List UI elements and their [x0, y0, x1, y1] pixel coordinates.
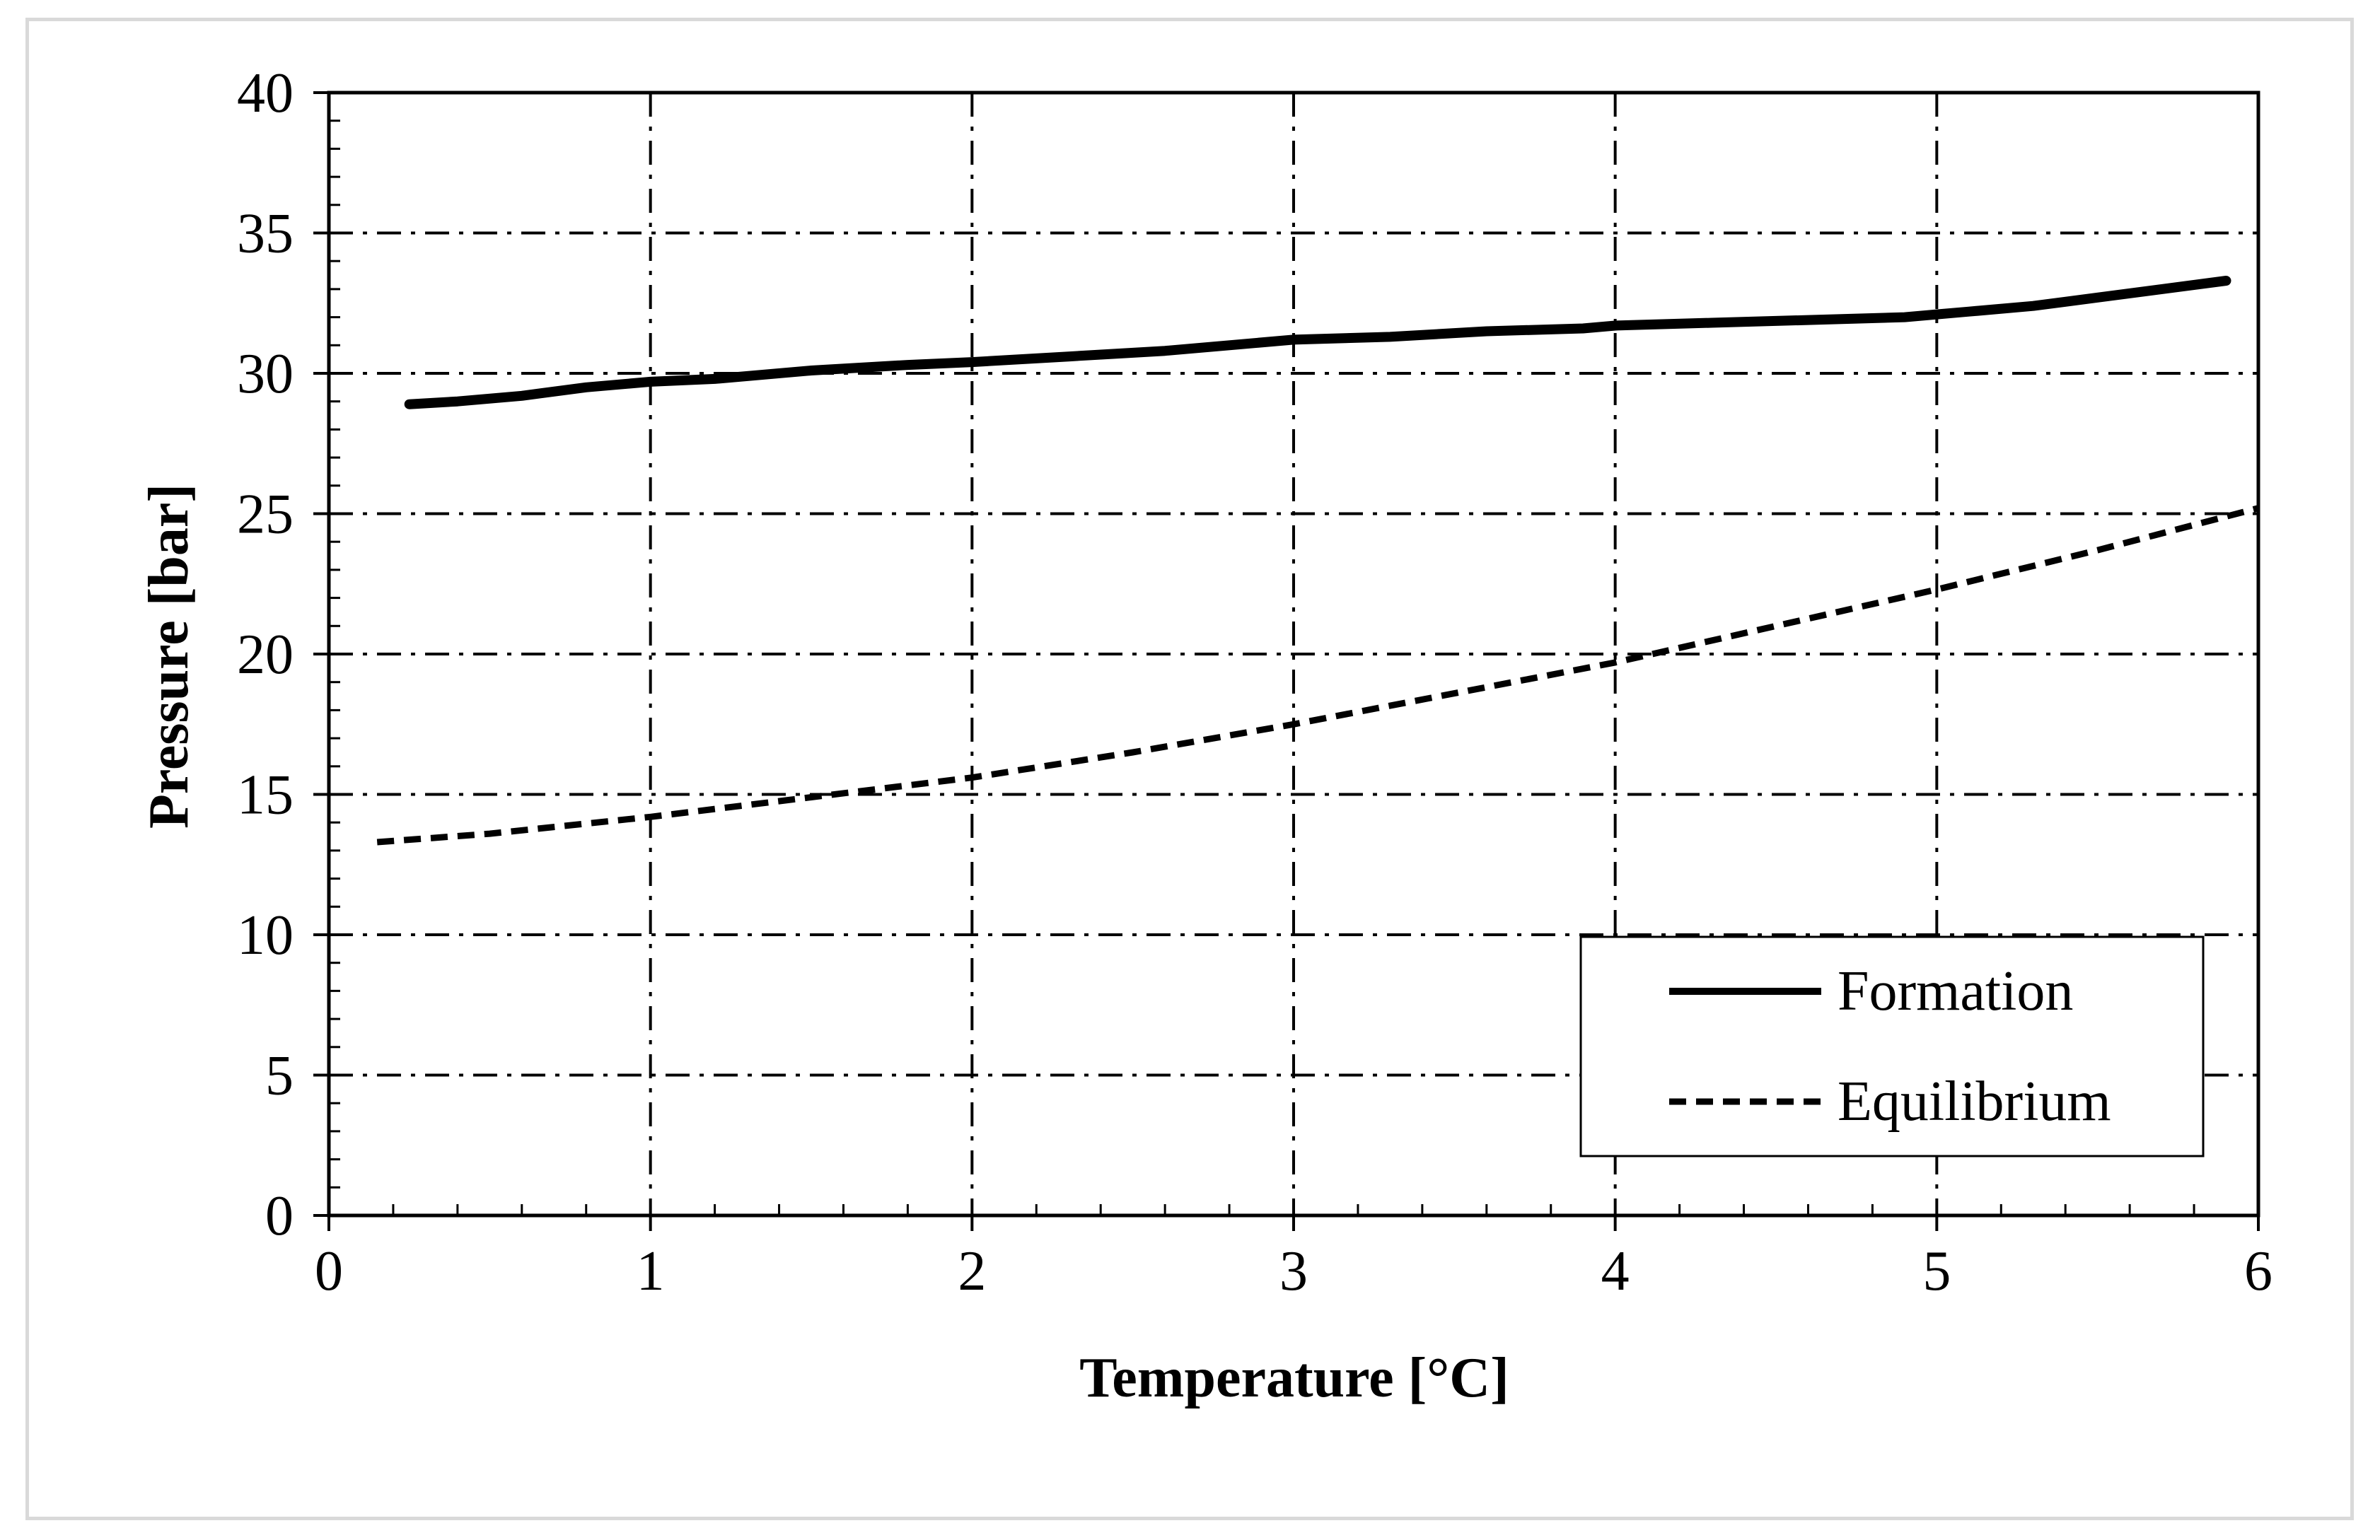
legend-box [1579, 935, 2205, 1157]
x-tick-label-2: 2 [958, 1240, 986, 1302]
tick-labels-layer: 0 1 2 3 4 5 6 0 5 10 15 20 25 30 35 40 [237, 62, 2272, 1302]
y-tick-label-6: 30 [237, 343, 294, 405]
y-tick-label-1: 5 [265, 1045, 294, 1107]
y-tick-label-8: 40 [237, 62, 294, 124]
legend: Formation Equilibrium [1579, 935, 2205, 1157]
x-tick-label-5: 5 [1922, 1240, 1951, 1302]
x-tick-label-1: 1 [637, 1240, 665, 1302]
legend-label-formation: Formation [1838, 960, 2073, 1022]
y-tick-label-7: 35 [237, 203, 294, 265]
x-tick-label-6: 6 [2244, 1240, 2272, 1302]
y-tick-label-0: 0 [265, 1185, 294, 1247]
y-tick-label-3: 15 [237, 764, 294, 827]
x-tick-label-0: 0 [315, 1240, 343, 1302]
series-line-formation [404, 276, 2231, 409]
legend-label-equilibrium: Equilibrium [1838, 1071, 2111, 1133]
x-tick-label-3: 3 [1279, 1240, 1308, 1302]
plot-area-border [327, 91, 2260, 1218]
y-axis-title: Pressure [bar] [138, 484, 200, 829]
axis-layer [327, 91, 2260, 1218]
x-axis-title: Temperature [°C] [1079, 1347, 1509, 1409]
chart-frame [25, 18, 2354, 1520]
series-layer [376, 276, 2260, 846]
y-tick-label-2: 10 [237, 904, 294, 967]
y-tick-label-4: 20 [237, 624, 294, 686]
series-line-equilibrium [376, 505, 2260, 846]
y-tick-label-5: 25 [237, 484, 294, 546]
ticks-layer [313, 91, 2260, 1231]
x-tick-label-4: 4 [1601, 1240, 1630, 1302]
